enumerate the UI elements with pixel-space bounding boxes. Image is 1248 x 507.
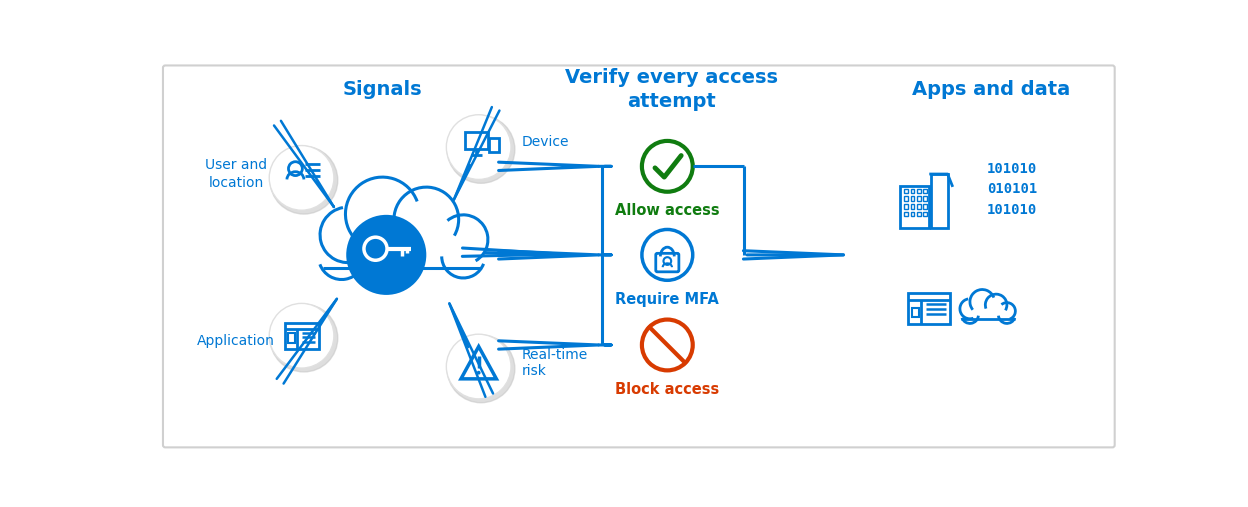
Circle shape	[394, 187, 459, 252]
FancyBboxPatch shape	[163, 65, 1114, 447]
Bar	[917, 204, 921, 209]
Circle shape	[998, 303, 1016, 319]
Bar	[905, 189, 909, 193]
Circle shape	[371, 244, 381, 254]
Circle shape	[447, 116, 515, 183]
Circle shape	[960, 299, 980, 319]
Circle shape	[270, 146, 334, 210]
Circle shape	[970, 289, 995, 314]
Text: 101010
010101
101010: 101010 010101 101010	[987, 162, 1037, 217]
Ellipse shape	[961, 305, 1016, 324]
Bar	[917, 189, 921, 193]
Ellipse shape	[313, 223, 490, 277]
Circle shape	[477, 371, 480, 375]
Text: Apps and data: Apps and data	[911, 80, 1070, 99]
Bar	[917, 212, 921, 216]
Text: Block access: Block access	[615, 382, 719, 397]
Circle shape	[346, 177, 419, 251]
Circle shape	[438, 215, 488, 264]
Bar	[489, 138, 499, 152]
Text: Real-time
risk: Real-time risk	[522, 348, 588, 378]
Bar	[912, 308, 919, 317]
Bar	[924, 204, 927, 209]
Bar	[905, 212, 909, 216]
Bar	[924, 189, 927, 193]
Circle shape	[447, 115, 510, 179]
Circle shape	[270, 303, 334, 368]
Text: Verify every access
attempt: Verify every access attempt	[564, 68, 778, 111]
Bar	[931, 174, 947, 228]
Text: Device: Device	[522, 135, 569, 150]
Circle shape	[447, 334, 510, 399]
Circle shape	[346, 215, 427, 295]
Bar	[288, 334, 295, 343]
Circle shape	[270, 304, 338, 372]
Bar	[924, 196, 927, 201]
Bar	[911, 189, 915, 193]
Circle shape	[442, 235, 484, 278]
Bar	[911, 196, 915, 201]
Bar	[905, 204, 909, 209]
Bar	[924, 212, 927, 216]
Circle shape	[986, 294, 1007, 316]
Bar	[911, 204, 915, 209]
Bar	[905, 196, 909, 201]
Text: Application: Application	[197, 334, 275, 348]
Circle shape	[270, 147, 338, 214]
Bar	[911, 212, 915, 216]
Circle shape	[319, 207, 376, 263]
Bar	[917, 196, 921, 201]
Text: Signals: Signals	[343, 80, 422, 99]
Circle shape	[447, 335, 515, 403]
Bar	[900, 186, 929, 228]
Bar	[285, 322, 318, 349]
Bar	[907, 294, 950, 324]
Circle shape	[317, 232, 366, 281]
Bar	[464, 132, 488, 149]
Text: User and
location: User and location	[205, 158, 267, 190]
Text: Require MFA: Require MFA	[615, 292, 719, 307]
Text: Allow access: Allow access	[615, 203, 720, 219]
